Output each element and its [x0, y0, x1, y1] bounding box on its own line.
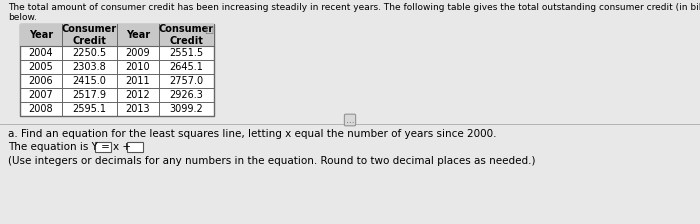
Text: 2006: 2006: [29, 76, 53, 86]
Text: □: □: [204, 25, 213, 35]
Text: 2926.3: 2926.3: [169, 90, 204, 100]
Text: The total amount of consumer credit has been increasing steadily in recent years: The total amount of consumer credit has …: [8, 3, 700, 12]
Bar: [20, 24, 214, 46]
Text: 2013: 2013: [126, 104, 150, 114]
Text: 3099.2: 3099.2: [169, 104, 204, 114]
Text: 2007: 2007: [29, 90, 53, 100]
Text: Consumer
Credit: Consumer Credit: [62, 24, 117, 46]
Text: 2011: 2011: [126, 76, 150, 86]
Text: ...: ...: [346, 116, 354, 125]
Text: 2551.5: 2551.5: [169, 48, 204, 58]
Bar: [127, 142, 143, 152]
Text: Consumer
Credit: Consumer Credit: [159, 24, 214, 46]
Text: 2004: 2004: [29, 48, 53, 58]
Text: 2645.1: 2645.1: [169, 62, 204, 72]
Text: below.: below.: [8, 13, 37, 22]
Text: The equation is Y =: The equation is Y =: [8, 142, 110, 152]
Bar: [20, 24, 214, 116]
Text: 2012: 2012: [125, 90, 150, 100]
Text: 2517.9: 2517.9: [73, 90, 106, 100]
Text: 2005: 2005: [29, 62, 53, 72]
Text: 2415.0: 2415.0: [73, 76, 106, 86]
Text: 2250.5: 2250.5: [72, 48, 106, 58]
Text: 2008: 2008: [29, 104, 53, 114]
Text: Year: Year: [126, 30, 150, 40]
Bar: [95, 142, 111, 152]
Text: 2757.0: 2757.0: [169, 76, 204, 86]
Text: x +: x +: [113, 142, 131, 152]
Text: (Use integers or decimals for any numbers in the equation. Round to two decimal : (Use integers or decimals for any number…: [8, 156, 536, 166]
Text: 2595.1: 2595.1: [73, 104, 106, 114]
Text: 2009: 2009: [126, 48, 150, 58]
Text: Year: Year: [29, 30, 53, 40]
Text: 2010: 2010: [126, 62, 150, 72]
Text: 2303.8: 2303.8: [73, 62, 106, 72]
Text: a. Find an equation for the least squares line, letting x equal the number of ye: a. Find an equation for the least square…: [8, 129, 496, 139]
